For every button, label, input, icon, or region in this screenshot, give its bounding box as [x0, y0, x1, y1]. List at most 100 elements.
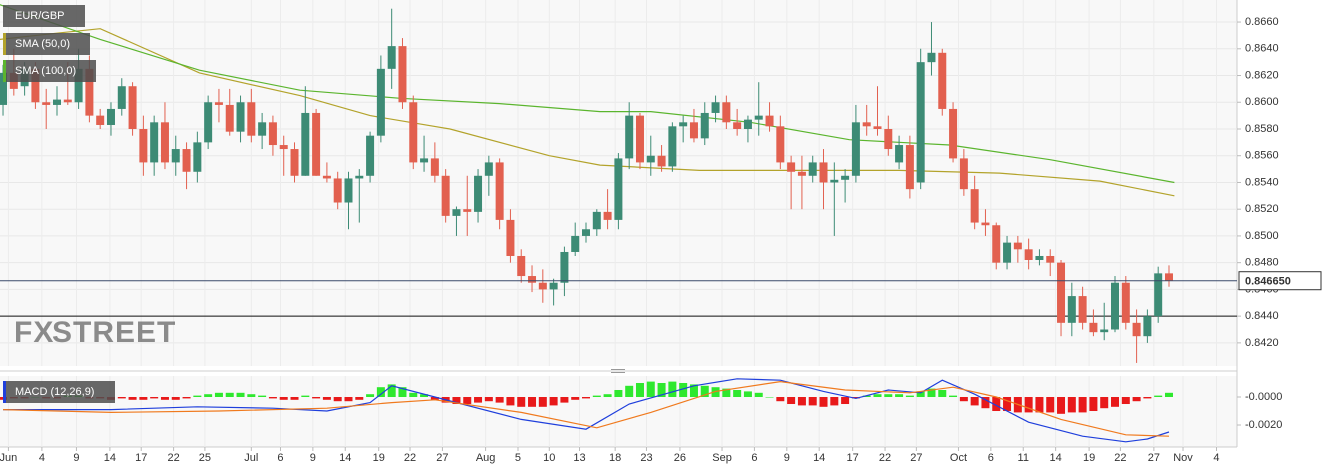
x-tick-label: Jul [244, 452, 258, 464]
x-tick-label: 22 [879, 452, 891, 464]
candle-body [474, 175, 483, 212]
candle-body [96, 115, 105, 125]
candle-body [927, 52, 936, 63]
histogram-bar [1154, 395, 1163, 398]
legend-box [3, 381, 115, 403]
candle-body [646, 155, 655, 163]
x-tick-label: 4 [39, 452, 45, 464]
candle-body [981, 222, 990, 226]
histogram-bar [452, 397, 461, 405]
candle-body [171, 149, 180, 163]
y-tick-label: -0.0020 [1245, 419, 1282, 431]
candle-body [776, 126, 785, 163]
histogram-bar [214, 392, 223, 398]
candle-body [160, 122, 169, 163]
x-tick-label: 9 [73, 452, 79, 464]
histogram-bar [549, 397, 558, 406]
candle-body [236, 102, 245, 132]
histogram-bar [1132, 397, 1141, 402]
histogram-bar [463, 397, 472, 405]
candle-body [85, 68, 94, 116]
candle-body [841, 175, 850, 180]
candle-body [1046, 255, 1055, 263]
candle-body [463, 209, 472, 212]
candle-body [603, 211, 612, 220]
histogram-bar [193, 395, 202, 398]
x-tick-label: 17 [847, 452, 859, 464]
candle-body [484, 162, 493, 176]
candle-body [506, 219, 515, 256]
candle-body [1132, 322, 1141, 337]
candle-body [819, 162, 828, 183]
histogram-bar [420, 394, 429, 398]
candle-body [797, 171, 806, 176]
candle-body [258, 122, 267, 136]
histogram-bar [981, 397, 990, 409]
x-tick-label: 11 [1018, 452, 1029, 464]
histogram-bar [668, 381, 677, 398]
candle-body [1024, 249, 1033, 260]
candle-body [193, 142, 202, 172]
x-tick-label: 13 [573, 452, 585, 464]
candle-body [1089, 322, 1098, 333]
candle-body [765, 115, 774, 127]
x-tick-label: Nov [1173, 452, 1193, 464]
candle-body [992, 225, 1001, 263]
x-tick-label: 22 [167, 452, 179, 464]
divider-handle[interactable] [611, 369, 625, 373]
y-tick-label: 0.8440 [1245, 310, 1279, 322]
histogram-bar [1089, 397, 1098, 412]
histogram-bar [797, 397, 806, 406]
y-tick-label: 0.8640 [1245, 43, 1279, 55]
candle-body [376, 68, 385, 136]
candle-body [625, 115, 634, 159]
candle-body [873, 126, 882, 129]
histogram-bar [484, 397, 493, 402]
last-price-label: 0.846650 [1245, 276, 1291, 288]
candle-body [722, 102, 731, 123]
histogram-bar [409, 392, 418, 398]
candle-body [970, 189, 979, 223]
x-tick-label: Aug [476, 452, 496, 464]
candle-body [139, 128, 148, 163]
x-tick-label: Oct [950, 452, 967, 464]
histogram-bar [959, 397, 968, 402]
candle-body [117, 86, 126, 109]
candle-body [560, 251, 569, 283]
histogram-bar [1100, 397, 1109, 409]
histogram-bar [560, 397, 569, 403]
y-tick-label: 0.8480 [1245, 257, 1279, 269]
candle-body [366, 135, 375, 176]
x-tick-label: 14 [1050, 452, 1062, 464]
candle-body [387, 46, 396, 69]
x-tick-label: 14 [339, 452, 351, 464]
y-tick-label: 0.8620 [1245, 69, 1279, 81]
candle-body [74, 68, 83, 103]
candle-body [689, 122, 698, 139]
candle-body [31, 68, 40, 103]
histogram-bar [787, 397, 796, 405]
line-series [2, 380, 1170, 437]
macd-title: MACD (12,26,9) [15, 386, 94, 398]
legend-box [3, 33, 90, 55]
y-tick-label: 0.8600 [1245, 96, 1279, 108]
histogram-bar [355, 397, 364, 400]
candle-body [441, 175, 450, 216]
y-tick-label: -0.0000 [1245, 391, 1282, 403]
candle-body [895, 145, 904, 163]
x-tick-label: 14 [813, 452, 825, 464]
x-tick-label: Jun [0, 452, 17, 464]
plot [0, 4, 1237, 443]
histogram-bar [689, 384, 698, 398]
last-price-box [1238, 271, 1322, 291]
histogram-bar [1003, 397, 1012, 412]
histogram-bar [657, 383, 666, 398]
candle-body [905, 145, 914, 190]
candle-body [733, 122, 742, 129]
histogram-bar [182, 397, 191, 399]
candle-body [1164, 273, 1173, 281]
histogram-bar [495, 397, 504, 403]
x-tick-label: 27 [910, 452, 922, 464]
candle-body [1035, 255, 1044, 260]
candle-body [344, 178, 353, 203]
